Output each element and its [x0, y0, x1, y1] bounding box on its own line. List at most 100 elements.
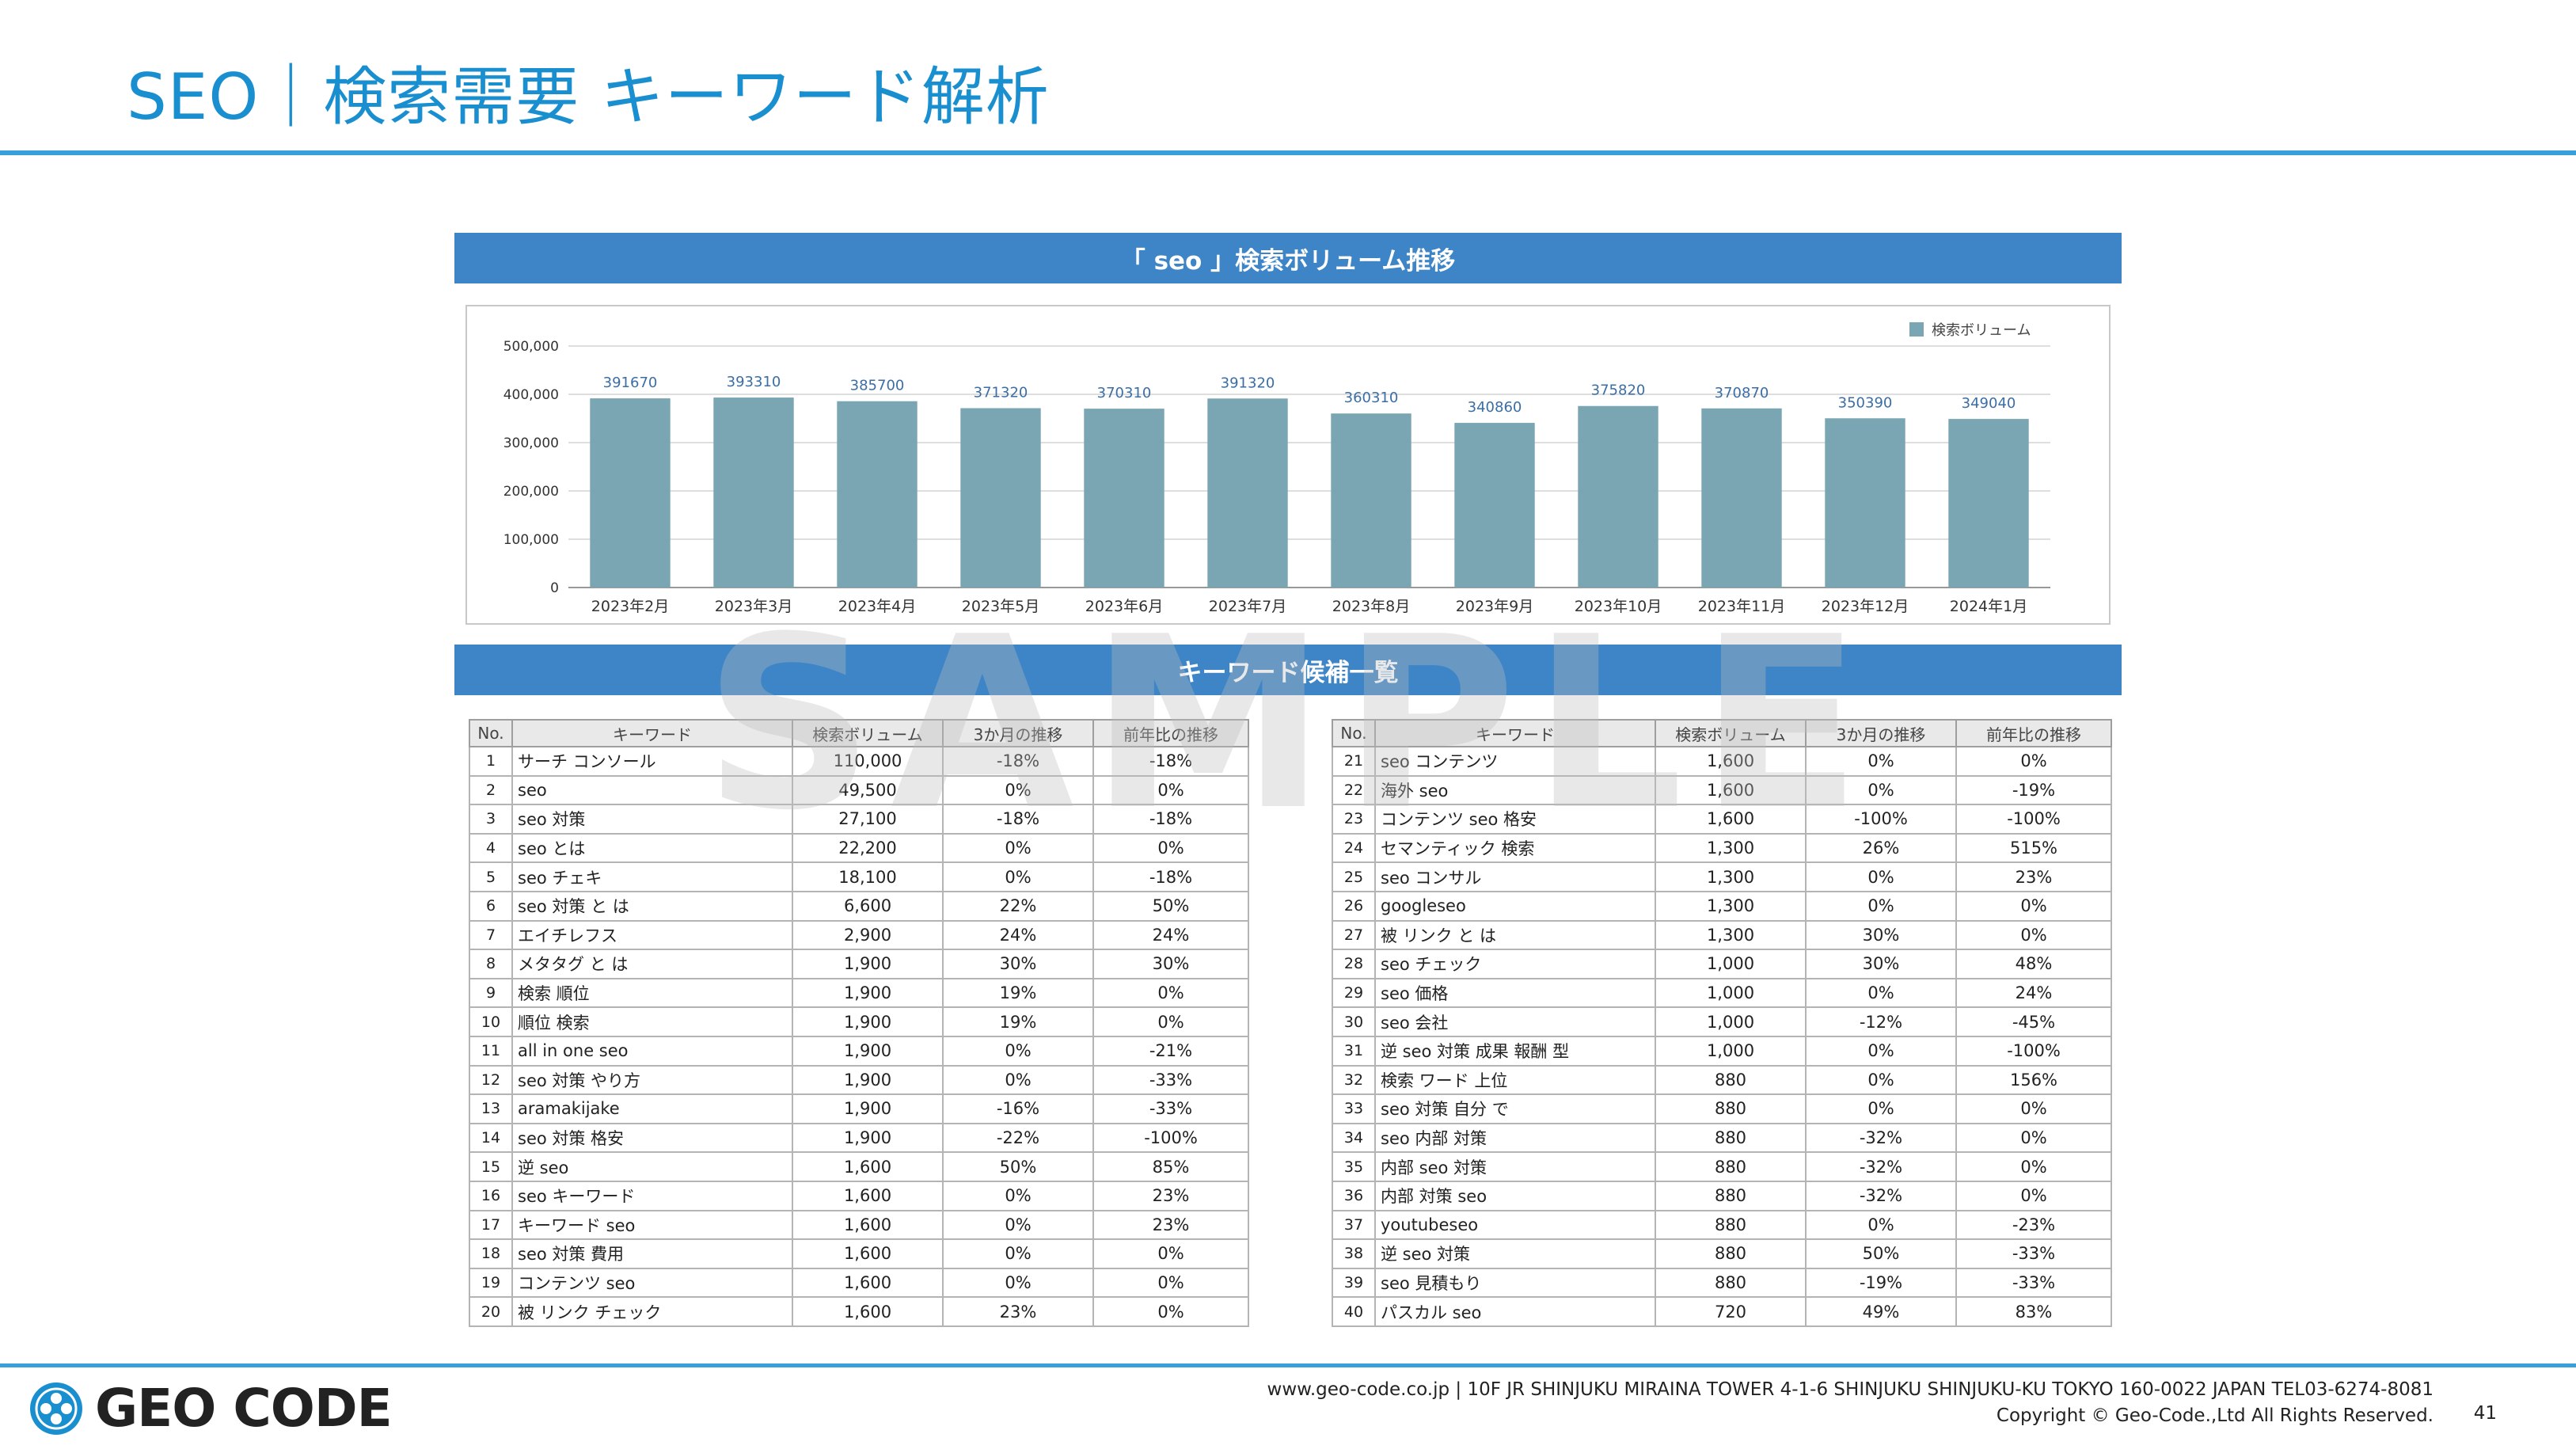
x-tick-label: 2023年12月: [1822, 598, 1909, 615]
keyword-cell: seo チェック: [1374, 949, 1656, 979]
volume-cell: 1,600: [792, 1296, 944, 1327]
table-row: 22 海外 seo 1,600 0% -19%: [1332, 774, 2112, 806]
x-tick-label: 2023年7月: [1209, 598, 1286, 615]
keyword-cell: 検索 順位: [511, 977, 793, 1009]
yoy-trend-cell: -100%: [1955, 804, 2112, 835]
yoy-trend-cell: 0%: [1092, 1238, 1249, 1269]
three-month-trend-cell: 0%: [942, 1267, 1094, 1299]
keyword-cell: 内部 seo 対策: [1374, 1151, 1656, 1182]
footer-copyright: Copyright © Geo-Code.,Ltd All Rights Res…: [1996, 1405, 2434, 1426]
yoy-trend-cell: 0%: [1955, 746, 2112, 777]
yoy-trend-cell: 50%: [1092, 890, 1249, 922]
x-tick-label: 2023年6月: [1085, 598, 1163, 615]
keyword-cell: セマンティック 検索: [1374, 832, 1656, 864]
column-header: No.: [469, 719, 513, 747]
table-row: 3 seo 対策 27,100 -18% -18%: [469, 804, 1249, 835]
data-label: 360310: [1344, 390, 1399, 406]
volume-cell: 1,900: [792, 1064, 944, 1096]
three-month-trend-cell: 50%: [1805, 1238, 1957, 1269]
volume-cell: 1,600: [792, 1209, 944, 1241]
volume-cell: 18,100: [792, 861, 944, 892]
row-number: 2: [469, 774, 513, 806]
three-month-trend-cell: 19%: [942, 1006, 1094, 1037]
keyword-cell: aramakijake: [511, 1093, 793, 1124]
table-row: 6 seo 対策 と は 6,600 22% 50%: [469, 890, 1249, 922]
bar: [1331, 413, 1411, 588]
row-number: 19: [469, 1267, 513, 1299]
data-label: 370870: [1715, 385, 1769, 401]
three-month-trend-cell: 26%: [1805, 832, 1957, 864]
yoy-trend-cell: 23%: [1092, 1209, 1249, 1241]
table-row: 28 seo チェック 1,000 30% 48%: [1332, 949, 2112, 979]
volume-cell: 1,900: [792, 949, 944, 979]
row-number: 10: [469, 1006, 513, 1037]
volume-cell: 110,000: [792, 746, 944, 777]
row-number: 37: [1332, 1209, 1376, 1241]
row-number: 20: [469, 1296, 513, 1327]
volume-cell: 1,000: [1655, 949, 1807, 979]
keyword-cell: seo: [511, 774, 793, 806]
three-month-trend-cell: 0%: [942, 1035, 1094, 1067]
row-number: 24: [1332, 832, 1376, 864]
table-row: 37 youtubeseo 880 0% -23%: [1332, 1209, 2112, 1241]
row-number: 16: [469, 1180, 513, 1211]
three-month-trend-cell: 0%: [1805, 1035, 1957, 1067]
volume-cell: 1,600: [792, 1151, 944, 1182]
keyword-cell: seo 内部 対策: [1374, 1122, 1656, 1154]
yoy-trend-cell: 0%: [1955, 919, 2112, 951]
keyword-cell: all in one seo: [511, 1035, 793, 1067]
table-row: 18 seo 対策 費用 1,600 0% 0%: [469, 1238, 1249, 1269]
three-month-trend-cell: 19%: [942, 977, 1094, 1009]
yoy-trend-cell: 0%: [1092, 832, 1249, 864]
volume-cell: 880: [1655, 1151, 1807, 1182]
row-number: 26: [1332, 890, 1376, 922]
table-row: 36 内部 対策 seo 880 -32% 0%: [1332, 1180, 2112, 1211]
yoy-trend-cell: -18%: [1092, 746, 1249, 777]
row-number: 38: [1332, 1238, 1376, 1269]
row-number: 25: [1332, 861, 1376, 892]
table-row: 10 順位 検索 1,900 19% 0%: [469, 1006, 1249, 1037]
three-month-trend-cell: -18%: [942, 746, 1094, 777]
x-tick-label: 2023年9月: [1456, 598, 1533, 615]
volume-cell: 880: [1655, 1209, 1807, 1241]
table-row: 7 エイチレフス 2,900 24% 24%: [469, 919, 1249, 951]
table-row: 16 seo キーワード 1,600 0% 23%: [469, 1180, 1249, 1211]
yoy-trend-cell: -100%: [1955, 1035, 2112, 1067]
page-title: SEO｜検索需要 キーワード解析: [127, 60, 1050, 134]
keyword-cell: 海外 seo: [1374, 774, 1656, 806]
three-month-trend-cell: 0%: [1805, 1064, 1957, 1096]
table-row: 4 seo とは 22,200 0% 0%: [469, 832, 1249, 864]
volume-cell: 1,900: [792, 977, 944, 1009]
bar: [1578, 405, 1658, 588]
three-month-trend-cell: -32%: [1805, 1122, 1957, 1154]
volume-cell: 720: [1655, 1296, 1807, 1327]
table-row: 15 逆 seo 1,600 50% 85%: [469, 1151, 1249, 1182]
volume-cell: 1,000: [1655, 1006, 1807, 1037]
yoy-trend-cell: -19%: [1955, 774, 2112, 806]
table-row: 27 被 リンク と は 1,300 30% 0%: [1332, 919, 2112, 951]
column-header: 3か月の推移: [1805, 719, 1957, 747]
yoy-trend-cell: 0%: [1955, 1151, 2112, 1182]
company-logo: GEO CODE: [28, 1378, 393, 1439]
keyword-table-left: No. キーワード 検索ボリューム 3か月の推移 前年比の推移 1 サーチ コンソール 11…: [469, 719, 1249, 1327]
yoy-trend-cell: 30%: [1092, 949, 1249, 979]
x-tick-label: 2024年1月: [1950, 598, 2027, 615]
row-number: 36: [1332, 1180, 1376, 1211]
keyword-cell: seo 対策 格安: [511, 1122, 793, 1154]
volume-cell: 1,300: [1655, 832, 1807, 864]
row-number: 5: [469, 861, 513, 892]
keyword-cell: seo キーワード: [511, 1180, 793, 1211]
table-row: 20 被 リンク チェック 1,600 23% 0%: [469, 1296, 1249, 1327]
table-row: 32 検索 ワード 上位 880 0% 156%: [1332, 1064, 2112, 1096]
keyword-cell: seo コンテンツ: [1374, 746, 1656, 777]
y-tick-label: 200,000: [503, 484, 559, 500]
row-number: 33: [1332, 1093, 1376, 1124]
yoy-trend-cell: -33%: [1955, 1267, 2112, 1299]
data-label: 375820: [1591, 382, 1646, 399]
table-row: 39 seo 見積もり 880 -19% -33%: [1332, 1267, 2112, 1299]
y-tick-label: 0: [550, 580, 559, 596]
table-row: 40 パスカル seo 720 49% 83%: [1332, 1296, 2112, 1327]
bar: [1454, 423, 1535, 588]
table-row: 14 seo 対策 格安 1,900 -22% -100%: [469, 1122, 1249, 1154]
keyword-cell: seo 見積もり: [1374, 1267, 1656, 1299]
